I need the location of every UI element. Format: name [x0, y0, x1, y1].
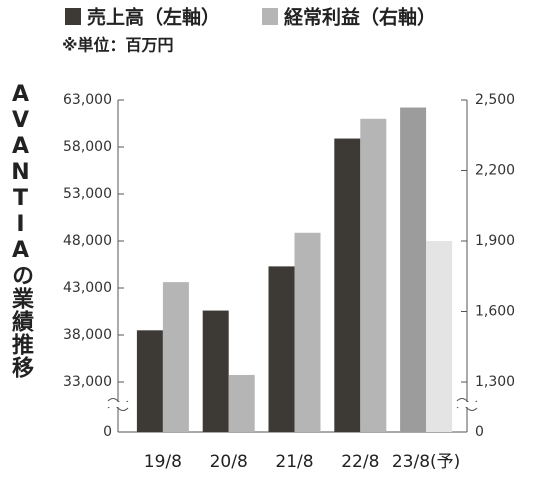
bar: [426, 241, 453, 432]
bar: [360, 118, 387, 433]
bar: [228, 374, 255, 432]
y-tick-label: 33,000: [63, 374, 112, 390]
y2-tick-label: 2,200: [475, 163, 515, 179]
bar: [136, 330, 163, 432]
legend-swatch: [65, 8, 81, 25]
axis-break-gap: [455, 402, 479, 407]
legend-label: 経常利益（右軸）: [284, 6, 436, 29]
legend-swatch: [262, 8, 278, 25]
y-tick-label: 43,000: [63, 280, 112, 296]
y-tick-label: 0: [103, 424, 112, 440]
x-tick-label: 22/8: [341, 452, 379, 472]
y2-tick-label: 1,300: [475, 374, 515, 390]
bar: [294, 232, 321, 432]
y-axis-label: AVANTIAの業績推移: [8, 82, 34, 379]
y2-tick-label: 1,600: [475, 304, 515, 320]
x-tick-label: 23/8(予): [392, 452, 460, 472]
chart-subtitle: ※単位：百万円: [62, 36, 174, 55]
axis-break-gap: [106, 402, 130, 407]
x-tick-label: 20/8: [210, 452, 248, 472]
bar: [268, 266, 295, 432]
bar: [334, 138, 361, 433]
bar: [202, 310, 229, 432]
bar: [400, 107, 427, 433]
y-tick-label: 53,000: [63, 186, 112, 202]
y-tick-label: 58,000: [63, 139, 112, 155]
y2-tick-label: 0: [475, 424, 484, 440]
bar: [162, 282, 189, 432]
y-tick-label: 38,000: [63, 327, 112, 343]
x-tick-label: 21/8: [275, 452, 313, 472]
y2-tick-label: 2,500: [475, 92, 515, 108]
legend-label: 売上高（左軸）: [87, 6, 220, 29]
y2-tick-label: 1,900: [475, 233, 515, 249]
y-tick-label: 63,000: [63, 92, 112, 108]
x-tick-label: 19/8: [144, 452, 182, 472]
y-tick-label: 48,000: [63, 233, 112, 249]
